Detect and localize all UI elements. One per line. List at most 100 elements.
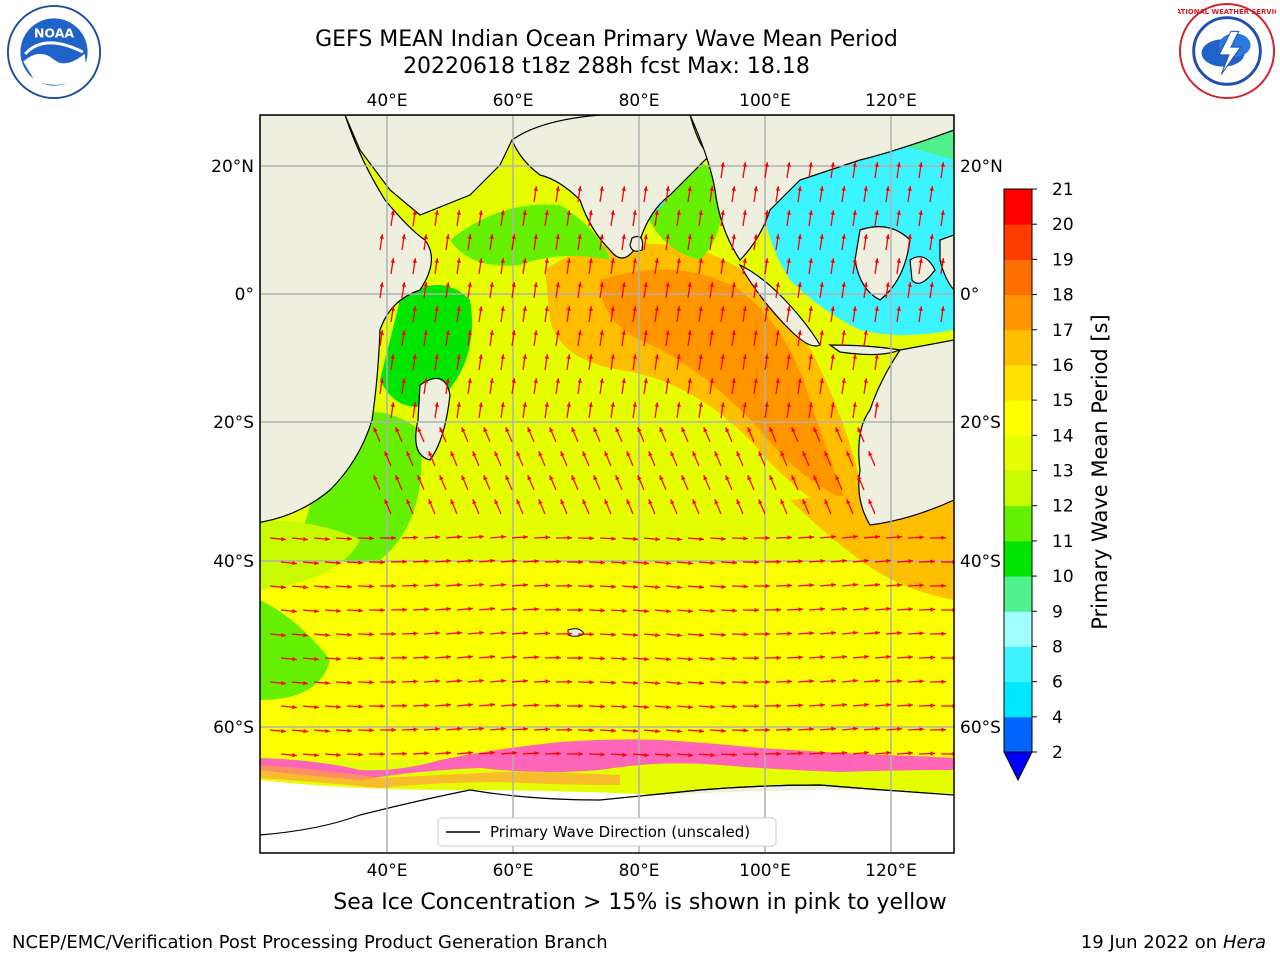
wave-arrow-head <box>919 727 924 732</box>
wave-arrow-head <box>835 475 840 481</box>
wave-arrow-head <box>688 704 693 710</box>
wave-arrow-head <box>732 560 737 565</box>
wave-arrow-head <box>615 427 620 433</box>
wave-arrow-head <box>698 210 703 215</box>
wave-arrow-head <box>566 402 571 407</box>
wave-arrow-head <box>786 402 791 407</box>
wave-arrow-head <box>930 607 935 612</box>
wave-arrow-head <box>731 330 736 335</box>
wave-arrow-head <box>435 583 440 588</box>
wave-arrow-head <box>479 630 484 636</box>
wave-arrow-head <box>896 258 901 263</box>
wave-arrow-head <box>830 210 835 215</box>
wave-arrow-head <box>314 752 319 758</box>
wave-arrow-head <box>754 704 759 709</box>
wave-arrow-head <box>577 282 582 287</box>
lon-tick-label: 120°E <box>865 91 917 111</box>
wave-arrow-head <box>758 451 763 457</box>
wave-arrow-head <box>479 726 484 732</box>
wave-arrow-head <box>731 234 736 239</box>
wave-arrow-head <box>841 378 846 383</box>
wave-arrow-head <box>819 330 824 335</box>
wave-arrow-head <box>610 402 615 407</box>
wave-arrow-head <box>732 608 737 613</box>
wave-arrow-head <box>709 330 714 335</box>
wave-arrow-head <box>863 234 868 239</box>
wave-arrow-head <box>720 306 725 311</box>
wave-arrow-head <box>709 282 714 287</box>
wave-arrow-head <box>467 234 472 239</box>
wave-arrow-head <box>615 475 620 481</box>
wave-arrow-head <box>853 630 858 636</box>
wave-arrow-head <box>402 703 407 708</box>
wave-arrow-head <box>468 654 473 660</box>
wave-arrow-head <box>643 378 648 383</box>
wave-arrow-head <box>571 475 576 481</box>
colorbar: 2 4 6 8 9 10 11 12 13 14 15 16 17 18 19 20 21 <box>1003 180 1074 782</box>
wave-arrow-head <box>754 752 759 757</box>
wave-arrow-head <box>919 631 924 636</box>
wave-arrow-head <box>742 258 747 263</box>
wave-arrow-head <box>842 558 847 564</box>
wave-arrow-head <box>611 632 616 637</box>
wave-arrow-head <box>577 234 582 239</box>
wave-arrow-head <box>622 704 627 709</box>
wave-arrow-head <box>868 499 873 505</box>
footer-date-text: 19 Jun 2022 on <box>1080 932 1218 953</box>
wave-arrow-head <box>599 282 604 287</box>
wave-arrow-head <box>764 402 769 407</box>
wave-arrow-head <box>478 402 483 407</box>
wave-arrow-head <box>380 655 385 661</box>
wave-arrow-head <box>775 186 780 191</box>
lon-tick-label: 40°E <box>367 861 408 881</box>
wave-arrow-head <box>610 258 615 263</box>
wave-arrow-head <box>472 499 477 505</box>
wave-arrow-head <box>401 234 406 239</box>
wave-arrow-head <box>402 559 407 564</box>
wave-arrow-head <box>819 234 824 239</box>
wave-arrow-head <box>699 632 704 638</box>
wave-arrow-head <box>648 499 653 505</box>
wave-arrow-head <box>676 402 681 407</box>
lon-tick-label: 80°E <box>619 861 660 881</box>
wave-arrow-head <box>379 378 384 383</box>
wave-arrow-head <box>567 727 572 732</box>
wave-arrow-head <box>819 378 824 383</box>
wave-arrow-head <box>721 536 726 541</box>
colorbar-tick-label: 11 <box>1052 532 1074 552</box>
wave-arrow-head <box>742 402 747 407</box>
wave-arrow-head <box>588 354 593 359</box>
wave-arrow-head <box>670 451 675 457</box>
wave-arrow-head <box>731 282 736 287</box>
colorbar-label: Primary Wave Mean Period [s] <box>1088 314 1112 630</box>
wave-arrow-head <box>732 704 737 709</box>
wave-arrow-head <box>336 656 341 662</box>
wave-arrow-head <box>852 258 857 263</box>
wave-arrow-head <box>830 354 835 359</box>
wave-arrow-head <box>500 210 505 215</box>
wave-arrow-head <box>809 583 814 588</box>
wave-arrow-head <box>787 535 792 540</box>
wave-arrow-head <box>666 752 671 758</box>
wave-arrow-head <box>666 560 671 566</box>
wave-arrow-head <box>522 354 527 359</box>
wave-arrow-head <box>533 186 538 191</box>
wave-arrow-head <box>940 306 945 311</box>
wave-arrow-head <box>918 306 923 311</box>
wave-arrow-head <box>527 427 532 433</box>
wave-arrow-head <box>665 234 670 239</box>
wave-arrow-head <box>929 282 934 287</box>
colorbar-segment <box>1004 505 1032 542</box>
wave-arrow-head <box>292 560 297 566</box>
wave-arrow-head <box>681 475 686 481</box>
wave-arrow-head <box>908 751 913 756</box>
noaa-logo-text: NOAA <box>34 26 74 41</box>
wave-arrow-head <box>412 258 417 263</box>
wave-arrow-head <box>446 558 451 564</box>
wave-arrow-head <box>555 186 560 191</box>
wave-arrow-head <box>659 475 664 481</box>
wave-arrow-head <box>501 534 506 540</box>
legend-box <box>437 817 777 847</box>
wave-arrow-head <box>511 282 516 287</box>
lon-tick-label: 120°E <box>865 861 917 881</box>
